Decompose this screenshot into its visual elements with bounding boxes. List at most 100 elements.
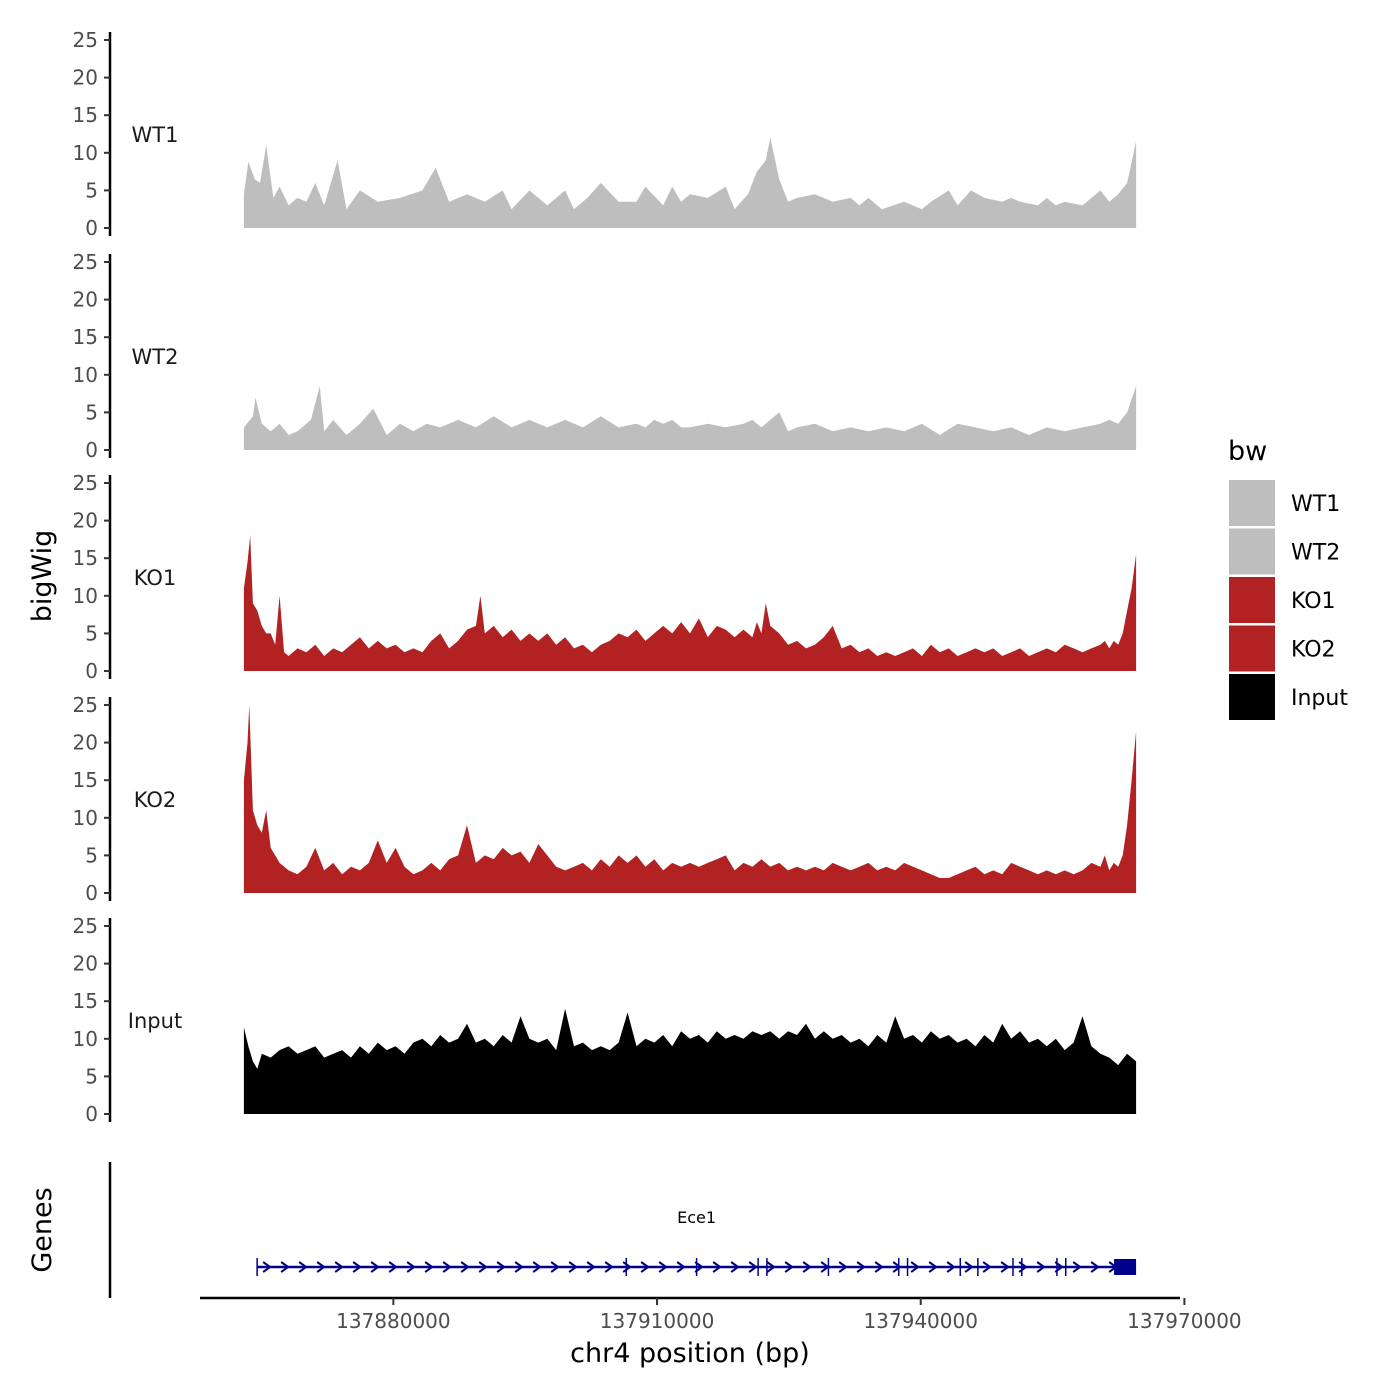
strand-arrow-icon (946, 1261, 956, 1273)
y-tick-label: 15 (73, 103, 98, 127)
legend-item-ko1: KO1 (1229, 577, 1336, 623)
legend-swatch (1229, 577, 1275, 623)
y-tick-label: 15 (73, 546, 98, 570)
strand-arrow-icon (370, 1261, 380, 1273)
strand-arrow-icon (982, 1261, 992, 1273)
y-tick-label: 15 (73, 989, 98, 1013)
strand-arrow-icon (838, 1261, 848, 1273)
strand-arrow-icon (910, 1261, 920, 1273)
strand-arrow-icon (496, 1261, 506, 1273)
strand-arrow-icon (280, 1261, 290, 1273)
y-axis-title: bigWig (27, 530, 58, 623)
legend-item-wt1: WT1 (1229, 480, 1340, 526)
genes-axis-title: Genes (27, 1187, 58, 1272)
strand-arrow-icon (622, 1261, 632, 1273)
y-tick-label: 25 (73, 28, 98, 52)
strand-arrow-icon (640, 1261, 650, 1273)
y-tick-label: 15 (73, 768, 98, 792)
y-tick-label: 15 (73, 325, 98, 349)
strand-arrow-icon (712, 1261, 722, 1273)
strand-arrow-icon (478, 1261, 488, 1273)
exon-block (1114, 1259, 1137, 1275)
strand-arrow-icon (550, 1261, 560, 1273)
strand-arrow-icon (784, 1261, 794, 1273)
legend-swatch (1229, 528, 1275, 575)
y-tick-label: 0 (85, 881, 98, 905)
strand-arrow-icon (694, 1261, 704, 1273)
y-tick-label: 0 (85, 659, 98, 683)
strand-arrow-icon (964, 1261, 974, 1273)
strand-arrow-icon (586, 1261, 596, 1273)
x-axis-title: chr4 position (bp) (570, 1338, 810, 1369)
legend-title: bw (1228, 436, 1267, 467)
y-tick-label: 25 (73, 914, 98, 938)
y-tick-label: 20 (73, 509, 98, 533)
bigwig-tracks: 0510152025WT10510152025WT20510152025KO10… (73, 28, 1137, 1126)
strand-arrow-icon (1036, 1261, 1046, 1273)
area-wt1 (243, 137, 1137, 228)
area-wt2 (243, 386, 1137, 450)
y-tick-label: 10 (73, 141, 98, 165)
strand-arrow-icon (532, 1261, 542, 1273)
strand-arrow-icon (658, 1261, 668, 1273)
area-ko1 (243, 535, 1137, 671)
strand-arrow-icon (676, 1261, 686, 1273)
x-tick-label: 137910000 (600, 1309, 715, 1333)
strand-arrow-icon (460, 1261, 470, 1273)
strand-arrow-icon (802, 1261, 812, 1273)
strand-arrow-icon (1072, 1261, 1082, 1273)
legend: bw WT1 WT2 KO1 KO2 Input (1228, 436, 1348, 720)
x-tick-label: 137940000 (863, 1309, 978, 1333)
y-tick-label: 25 (73, 693, 98, 717)
legend-item-wt2: WT2 (1229, 528, 1340, 575)
track-wt1: 0 5 10 15 20 25 WT1 (73, 28, 1137, 240)
strand-arrow-icon (874, 1261, 884, 1273)
legend-label: WT2 (1291, 541, 1340, 566)
y-tick-label: 20 (73, 731, 98, 755)
strand-arrow-icon (334, 1261, 344, 1273)
track-label-ko1: KO1 (134, 566, 177, 590)
track-ko2: 0 5 10 15 20 25 KO2 (73, 693, 1137, 905)
track-ko1: 0 5 10 15 20 25 KO1 (73, 471, 1137, 683)
x-tick-label: 137970000 (1127, 1309, 1242, 1333)
track-label-wt1: WT1 (132, 123, 179, 147)
track-wt2: 0 5 10 15 20 25 WT2 (73, 250, 1137, 462)
strand-arrow-icon (262, 1261, 272, 1273)
y-tick-label: 0 (85, 1102, 98, 1126)
y-tick-label: 25 (73, 471, 98, 495)
strand-arrow-icon (892, 1261, 902, 1273)
strand-arrow-icon (928, 1261, 938, 1273)
legend-item-ko2: KO2 (1229, 625, 1336, 672)
strand-arrow-icon (604, 1261, 614, 1273)
gene-ece1: Ece1 (256, 1208, 1137, 1276)
track-input: 0 5 10 15 20 25 Input (73, 914, 1137, 1126)
strand-arrow-icon (514, 1261, 524, 1273)
y-tick-label: 10 (73, 806, 98, 830)
gene-label: Ece1 (677, 1208, 716, 1227)
strand-arrow-icon (316, 1261, 326, 1273)
legend-swatch (1229, 625, 1275, 672)
strand-arrow-icon (406, 1261, 416, 1273)
track-label-input: Input (128, 1009, 182, 1033)
legend-label: KO2 (1291, 638, 1336, 663)
y-tick-label: 25 (73, 250, 98, 274)
y-tick-label: 20 (73, 288, 98, 312)
legend-label: KO1 (1291, 589, 1336, 614)
y-tick-label: 20 (73, 952, 98, 976)
area-ko2 (243, 705, 1137, 893)
y-tick-label: 5 (85, 843, 98, 867)
strand-arrow-icon (424, 1261, 434, 1273)
area-input (243, 1008, 1137, 1114)
strand-arrow-icon (1000, 1261, 1010, 1273)
y-tick-label: 5 (85, 400, 98, 424)
legend-label: WT1 (1291, 492, 1340, 517)
track-label-wt2: WT2 (132, 345, 179, 369)
strand-arrow-icon (1090, 1261, 1100, 1273)
strand-arrow-icon (298, 1261, 308, 1273)
x-tick-label: 137880000 (336, 1309, 451, 1333)
legend-label: Input (1291, 686, 1348, 711)
y-tick-label: 5 (85, 178, 98, 202)
strand-arrow-icon (352, 1261, 362, 1273)
y-tick-label: 0 (85, 438, 98, 462)
